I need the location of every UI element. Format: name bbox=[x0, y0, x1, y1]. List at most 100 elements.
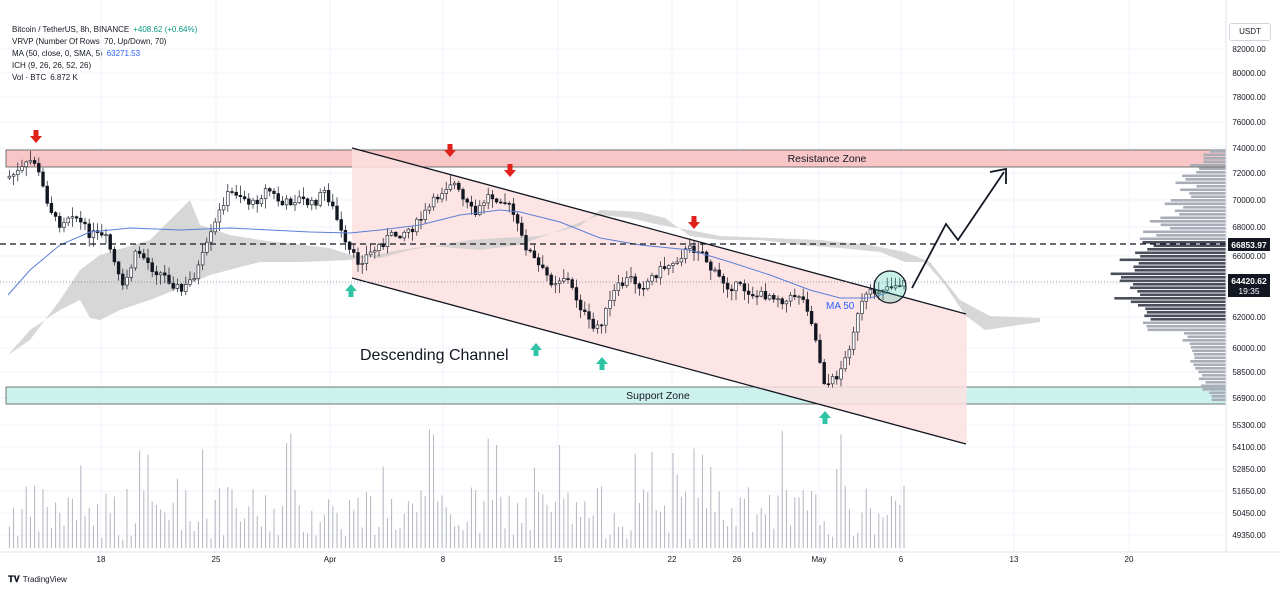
candle-body bbox=[444, 189, 448, 195]
candle-body bbox=[192, 278, 196, 281]
arrow-down-icon bbox=[504, 164, 516, 177]
volume-profile-bar bbox=[1156, 234, 1226, 237]
volume-profile-bar bbox=[1196, 185, 1226, 188]
candle-body bbox=[457, 182, 461, 190]
candle-body bbox=[335, 205, 339, 220]
volume-profile-bar bbox=[1210, 150, 1226, 153]
arrow-up-icon bbox=[819, 411, 831, 424]
volume-profile-bar bbox=[1180, 188, 1226, 192]
candle-body bbox=[709, 261, 713, 271]
time-tick-label: 22 bbox=[668, 555, 677, 564]
candle-body bbox=[24, 161, 28, 168]
candle-body bbox=[364, 254, 369, 264]
candle-body bbox=[809, 311, 814, 325]
candle-body bbox=[847, 349, 852, 359]
symbol-title[interactable]: Bitcoin / TetherUS, 8h, BINANCE bbox=[12, 25, 130, 34]
volume-profile-bar bbox=[1164, 202, 1226, 206]
candle-body bbox=[377, 244, 381, 251]
candle-body bbox=[893, 285, 898, 289]
candle-body bbox=[843, 357, 847, 370]
candle-body bbox=[431, 196, 436, 208]
volume-profile-bar bbox=[1114, 297, 1226, 300]
candle-body bbox=[289, 198, 293, 206]
volume-profile-bar bbox=[1182, 174, 1226, 178]
price-tick-label: 56900.00 bbox=[1232, 394, 1266, 403]
legend-ich[interactable]: ICH (9, 26, 26, 52, 26) bbox=[12, 61, 92, 70]
candle-body bbox=[688, 245, 692, 250]
candle-body bbox=[74, 216, 79, 219]
price-tick-label: 68000.00 bbox=[1232, 223, 1266, 232]
candle-body bbox=[200, 252, 205, 266]
candle-body bbox=[242, 196, 247, 200]
volume-profile-bar bbox=[1192, 349, 1226, 353]
candle-body bbox=[507, 202, 511, 205]
price-tick-label: 76000.00 bbox=[1232, 118, 1266, 127]
time-tick-label: 15 bbox=[554, 555, 563, 564]
volume-profile-bar bbox=[1134, 269, 1226, 272]
volume-profile-bar bbox=[1142, 321, 1226, 325]
price-tick-label: 58500.00 bbox=[1232, 368, 1266, 377]
candle-body bbox=[532, 250, 537, 259]
candle-body bbox=[520, 222, 524, 236]
candle-body bbox=[830, 376, 835, 385]
candle-body bbox=[562, 278, 566, 282]
candle-body bbox=[717, 269, 721, 277]
candle-body bbox=[780, 298, 784, 305]
candle-body bbox=[402, 231, 406, 239]
volume-profile-bar bbox=[1137, 304, 1226, 307]
candle-body bbox=[814, 323, 818, 341]
candle-body bbox=[112, 248, 117, 263]
candle-body bbox=[856, 313, 860, 333]
time-axis[interactable]: 18 25 Apr 8 15 22 26 May 6 13 20 bbox=[97, 555, 1134, 564]
volume-profile-bar bbox=[1182, 339, 1226, 342]
candle-body bbox=[326, 189, 331, 203]
time-tick-label: Apr bbox=[324, 555, 337, 564]
candle-body bbox=[247, 198, 251, 205]
candle-body bbox=[515, 214, 520, 224]
candle-body bbox=[461, 189, 465, 200]
currency-button[interactable]: USDT bbox=[1229, 23, 1271, 41]
candle-body bbox=[385, 235, 390, 248]
candle-body bbox=[108, 234, 112, 250]
candle-body bbox=[310, 199, 314, 206]
tradingview-logo[interactable]: 𝐓𝐕 TradingView bbox=[8, 574, 67, 585]
candle-body bbox=[788, 294, 793, 302]
candle-body bbox=[478, 205, 482, 215]
candle-body bbox=[898, 285, 902, 287]
dashed-level-label: 66853.97 bbox=[1228, 238, 1270, 251]
legend-ma-row[interactable]: MA (50, close, 0, SMA, 5) 63271.53 bbox=[12, 48, 197, 60]
candle-body bbox=[587, 311, 591, 320]
candle-body bbox=[667, 265, 671, 269]
candle-body bbox=[347, 241, 352, 250]
candle-body bbox=[654, 275, 658, 279]
legend-vol-row[interactable]: Vol · BTC 6.872 K bbox=[12, 72, 197, 84]
candle-body bbox=[284, 198, 289, 206]
time-tick-label: 26 bbox=[733, 555, 742, 564]
candle-body bbox=[591, 318, 595, 329]
candle-body bbox=[66, 217, 70, 223]
time-tick-label: 13 bbox=[1010, 555, 1019, 564]
candle-body bbox=[671, 263, 675, 266]
volume-profile-bar bbox=[1189, 192, 1226, 195]
candle-body bbox=[179, 284, 184, 292]
candle-body bbox=[755, 295, 759, 298]
candle-body bbox=[368, 251, 373, 256]
candle-body bbox=[91, 230, 96, 238]
volume-profile-bar bbox=[1183, 206, 1226, 209]
legend-vrvp[interactable]: VRVP (Number Of Rows, 70, Up/Down, 70) bbox=[12, 37, 167, 46]
arrow-down-icon bbox=[688, 216, 700, 229]
volume-profile-bar bbox=[1160, 216, 1226, 220]
candle-body bbox=[213, 221, 217, 233]
candle-body bbox=[646, 280, 650, 290]
price-axis[interactable]: 82000.00 80000.00 78000.00 76000.00 74000.00… bbox=[1232, 45, 1266, 540]
volume-profile-bar bbox=[1140, 255, 1226, 258]
candle-body bbox=[410, 228, 415, 233]
candle-body bbox=[604, 308, 608, 326]
price-tick-label: 51650.00 bbox=[1232, 487, 1266, 496]
candle-body bbox=[58, 216, 62, 228]
price-tick-label: 78000.00 bbox=[1232, 93, 1266, 102]
candle-body bbox=[196, 264, 201, 279]
volume-profile-bar bbox=[1160, 223, 1226, 227]
candle-body bbox=[226, 191, 230, 206]
